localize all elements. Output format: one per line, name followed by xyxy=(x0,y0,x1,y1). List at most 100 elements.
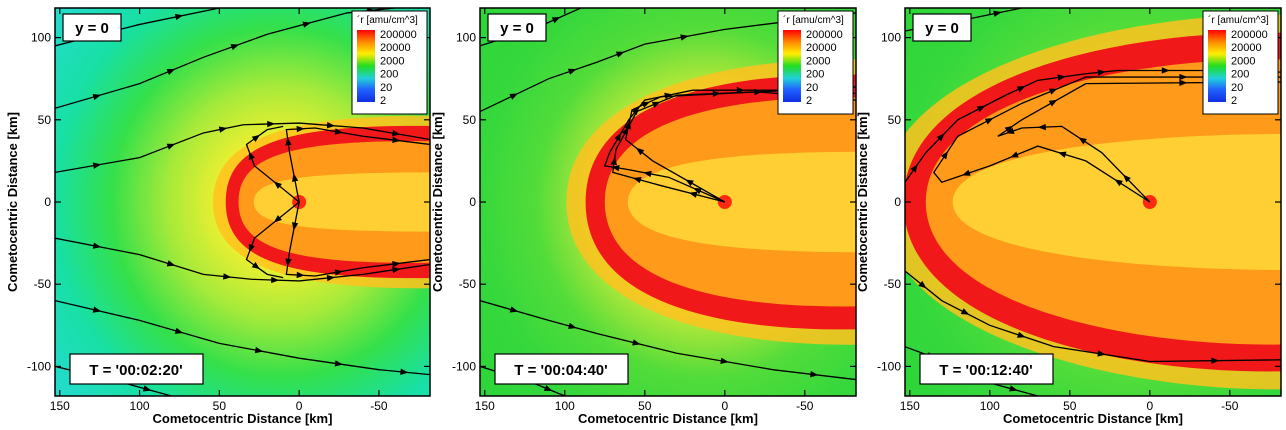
streamline-arrow xyxy=(1097,69,1106,76)
streamline-arrow xyxy=(392,260,401,268)
colorbar-level-label: 2000 xyxy=(1231,55,1255,67)
streamline-arrow xyxy=(392,136,401,144)
streamline-arrow xyxy=(392,129,401,137)
streamline-arrow xyxy=(641,101,651,108)
density-core xyxy=(627,151,856,253)
streamline-arrow xyxy=(92,242,102,249)
streamline-arrow xyxy=(392,266,401,274)
streamline-arrow xyxy=(334,360,344,367)
colorbar-level-label: 200 xyxy=(380,69,398,81)
streamline-arrow xyxy=(509,93,519,100)
streamline xyxy=(55,122,430,174)
chart-panel-2: 150 100 50 0 -50 100 50 0 -50 -100 Cometocentric D… xyxy=(430,7,857,426)
streamline-arrow xyxy=(254,346,264,354)
streamline-arrow xyxy=(1004,125,1014,133)
x-tick-label: 0 xyxy=(1146,399,1153,413)
time-label-box xyxy=(494,353,629,385)
streamline-arrow xyxy=(960,308,970,315)
streamline-arrow xyxy=(615,51,625,58)
streamline-arrow xyxy=(400,368,409,375)
streamline-arrow xyxy=(1179,79,1188,87)
streamline-arrow xyxy=(326,274,336,282)
plane-label-box xyxy=(62,13,122,42)
density-core xyxy=(952,133,1281,271)
y-tick-label: 100 xyxy=(31,31,51,45)
streamline-arrow xyxy=(918,280,927,289)
plane-label: y = 0 xyxy=(500,20,534,37)
streamline-arrow xyxy=(1010,151,1019,158)
colorbar-level-label: 20 xyxy=(380,82,392,94)
streamline-arrow xyxy=(296,271,305,279)
streamline-arrow xyxy=(285,137,292,146)
y-tick-label: 0 xyxy=(894,195,901,209)
streamline-arrow xyxy=(166,143,176,150)
x-axis-title: Cometocentric Distance [km] xyxy=(578,411,758,426)
streamline-arrow xyxy=(810,370,819,378)
x-tick-label: 150 xyxy=(900,399,920,413)
time-label-box xyxy=(69,353,204,385)
y-tick-label: -50 xyxy=(459,277,477,291)
x-tick-label: -50 xyxy=(796,399,814,413)
streamline-arrow xyxy=(271,276,280,284)
streamline-arrow xyxy=(92,94,102,101)
colorbar-level-label: 200 xyxy=(806,69,824,81)
colorbar-level-label: 2000 xyxy=(380,55,404,67)
colorbar-level-label: 20000 xyxy=(1231,42,1262,54)
colorbar-level-label: 200 xyxy=(1231,69,1249,81)
plane-label-box xyxy=(487,13,547,42)
streamline-arrow xyxy=(1057,151,1067,158)
streamline-arrow xyxy=(643,170,652,178)
streamline-arrow xyxy=(993,10,1002,17)
streamline-arrow xyxy=(1114,179,1123,187)
streamline-arrow xyxy=(230,44,240,51)
streamline-arrow xyxy=(1009,385,1018,392)
streamline-arrow xyxy=(92,306,102,313)
y-tick-label: 50 xyxy=(463,113,477,127)
streamline-arrow xyxy=(1211,357,1220,364)
streamline-arrow xyxy=(166,68,176,75)
streamline-arrow xyxy=(302,21,311,28)
colorbar-level-label: 200000 xyxy=(380,29,417,41)
streamline-arrow xyxy=(720,357,729,364)
streamline xyxy=(245,201,300,279)
streamline-arrow xyxy=(736,87,745,94)
streamline-arrow xyxy=(251,134,261,142)
streamline-arrow xyxy=(685,179,694,187)
streamline-arrow xyxy=(614,132,622,142)
streamline-arrow xyxy=(1057,74,1066,81)
plane-label: y = 0 xyxy=(925,20,959,37)
streamline-arrow xyxy=(273,181,282,189)
plane-label-box xyxy=(912,13,972,42)
streamline-arrow xyxy=(1016,331,1026,338)
colorbar-level-label: 20000 xyxy=(380,42,411,54)
y-tick-label: -50 xyxy=(34,277,52,291)
y-tick-label: 50 xyxy=(38,113,52,127)
colorbar-bar xyxy=(783,30,801,102)
time-label: T = '00:02:20' xyxy=(89,362,182,379)
streamline-arrow xyxy=(693,188,702,195)
streamline-arrow xyxy=(984,117,994,125)
y-tick-label: 100 xyxy=(881,31,901,45)
streamline-arrow xyxy=(680,34,689,41)
y-tick-label: -100 xyxy=(877,359,901,373)
y-tick-label: 0 xyxy=(469,195,476,209)
streamline-arrow xyxy=(636,147,645,156)
streamline-arrow xyxy=(1097,350,1106,357)
streamline-arrow xyxy=(248,243,255,253)
colorbar-level-label: 200000 xyxy=(806,29,843,41)
y-tick-label: 100 xyxy=(456,31,476,45)
x-tick-label: 50 xyxy=(213,399,227,413)
streamline-arrow xyxy=(174,13,184,21)
x-tick-label: 0 xyxy=(296,399,303,413)
streamline-arrow xyxy=(326,122,336,129)
colorbar-level-label: 2000 xyxy=(806,55,830,67)
streamline-arrow xyxy=(632,339,641,346)
x-tick-label: 100 xyxy=(555,399,575,413)
colorbar-level-label: 200000 xyxy=(1231,29,1268,41)
streamline-arrow xyxy=(248,151,255,161)
streamline xyxy=(55,237,430,282)
time-label: T = '00:12:40' xyxy=(939,362,1032,379)
streamline-arrow xyxy=(92,162,102,169)
streamline-arrow xyxy=(285,258,292,267)
